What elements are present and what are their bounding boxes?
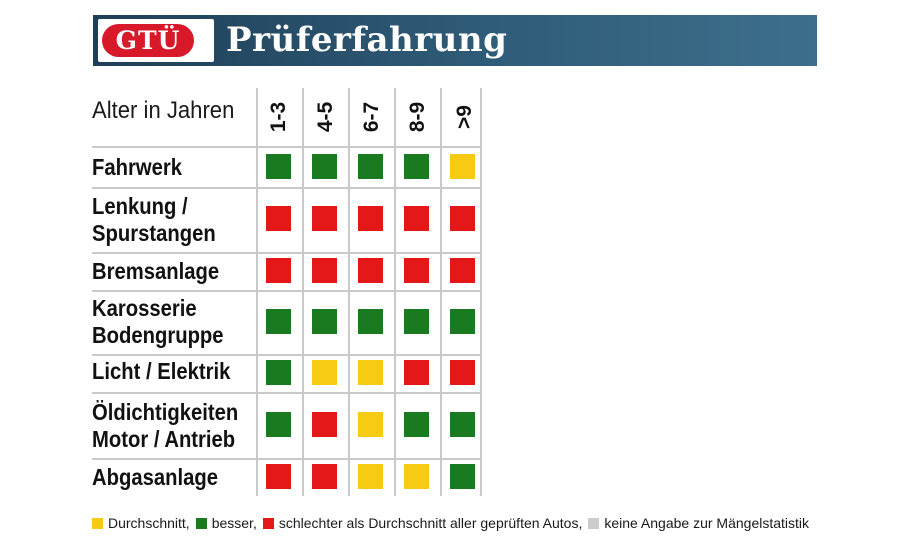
grid-vline (480, 88, 482, 496)
rating-cell-red (358, 258, 383, 283)
row-label-line: Spurstangen (92, 220, 216, 246)
rating-cell-yellow (450, 154, 475, 179)
age-col-label: >9 (452, 105, 476, 129)
rating-cell-red (312, 258, 337, 283)
row-label-karosserie: Karosserie Bodengruppe (92, 295, 224, 349)
row-label-line: Bremsanlage (92, 258, 220, 284)
rating-cell-red (312, 464, 337, 489)
page-title: Prüferfahrung (226, 20, 508, 60)
rating-cell-red (404, 258, 429, 283)
grid-vline (394, 88, 396, 496)
header-banner: GTÜ Prüferfahrung (93, 15, 817, 66)
row-label-line: Motor / Antrieb (92, 426, 236, 452)
row-label-line: Fahrwerk (92, 154, 182, 180)
age-col-1: 1-3 (257, 88, 302, 146)
rating-cell-red (312, 412, 337, 437)
grid-hline (92, 354, 482, 356)
row-label-abgasanlage: Abgasanlage (92, 464, 218, 491)
rating-cell-red (266, 464, 291, 489)
rating-cell-red (404, 360, 429, 385)
legend-text: keine Angabe zur Mängelstatistik (604, 515, 810, 531)
rating-cell-yellow (404, 464, 429, 489)
age-col-label: 6-7 (360, 101, 384, 133)
row-label-line: Karosserie (92, 295, 197, 321)
rating-cell-yellow (358, 464, 383, 489)
rating-cell-red (404, 206, 429, 231)
rating-cell-green (404, 309, 429, 334)
row-label-lenkung: Lenkung / Spurstangen (92, 193, 216, 247)
legend-swatch-gray (588, 517, 600, 529)
legend-text: schlechter als Durchschnitt aller geprüf… (278, 515, 583, 531)
row-label-licht: Licht / Elektrik (92, 358, 230, 385)
rating-cell-green (358, 309, 383, 334)
rating-cell-green (450, 412, 475, 437)
rating-cell-green (266, 412, 291, 437)
legend-text: besser, (211, 515, 257, 531)
row-label-line: Licht / Elektrik (92, 358, 231, 384)
rating-cell-green (312, 309, 337, 334)
gtu-logo: GTÜ (98, 19, 214, 62)
age-col-2: 4-5 (304, 88, 349, 146)
rating-cell-red (358, 206, 383, 231)
rating-cell-red (450, 360, 475, 385)
row-label-bremsanlage: Bremsanlage (92, 258, 219, 285)
grid-vline (440, 88, 442, 496)
rating-cell-green (266, 309, 291, 334)
row-label-line: Bodengruppe (92, 322, 224, 348)
legend-swatch-red (262, 517, 274, 529)
rating-cell-green (358, 154, 383, 179)
grid-hline (92, 146, 482, 148)
age-axis-label: Alter in Jahren (92, 97, 235, 124)
grid-hline (92, 458, 482, 460)
legend: Durchschnitt, besser, schlechter als Dur… (92, 513, 815, 533)
grid-hline (92, 187, 482, 189)
rating-cell-green (266, 360, 291, 385)
rating-cell-red (266, 258, 291, 283)
age-col-4: 8-9 (396, 88, 441, 146)
row-label-line: Lenkung / (92, 193, 188, 219)
grid-vline (256, 88, 258, 496)
legend-text: Durchschnitt, (108, 515, 190, 531)
rating-cell-green (450, 464, 475, 489)
age-col-label: 4-5 (314, 101, 338, 133)
gtu-logo-text: GTÜ (115, 26, 181, 55)
rating-cell-green (266, 154, 291, 179)
rating-cell-red (312, 206, 337, 231)
age-col-label: 8-9 (406, 101, 430, 133)
rating-cell-green (404, 154, 429, 179)
legend-swatch-yellow (92, 517, 103, 529)
grid-hline (92, 252, 482, 254)
rating-cell-red (450, 258, 475, 283)
rating-cell-green (312, 154, 337, 179)
row-label-line: Abgasanlage (92, 464, 218, 490)
rating-cell-yellow (312, 360, 337, 385)
age-col-3: 6-7 (350, 88, 395, 146)
grid-hline (92, 290, 482, 292)
rating-cell-yellow (358, 360, 383, 385)
row-label-fahrwerk: Fahrwerk (92, 154, 182, 181)
rating-cell-red (266, 206, 291, 231)
grid-hline (92, 392, 482, 394)
rating-cell-yellow (358, 412, 383, 437)
legend-swatch-green (195, 517, 207, 529)
row-label-line: Öldichtigkeiten (92, 399, 239, 425)
grid-vline (348, 88, 350, 496)
gtu-logo-badge: GTÜ (102, 24, 194, 57)
rating-cell-green (404, 412, 429, 437)
row-label-oeldichtigkeiten: Öldichtigkeiten Motor / Antrieb (92, 399, 238, 453)
rating-cell-red (450, 206, 475, 231)
grid-vline (302, 88, 304, 496)
rating-cell-green (450, 309, 475, 334)
age-col-label: 1-3 (267, 101, 291, 133)
